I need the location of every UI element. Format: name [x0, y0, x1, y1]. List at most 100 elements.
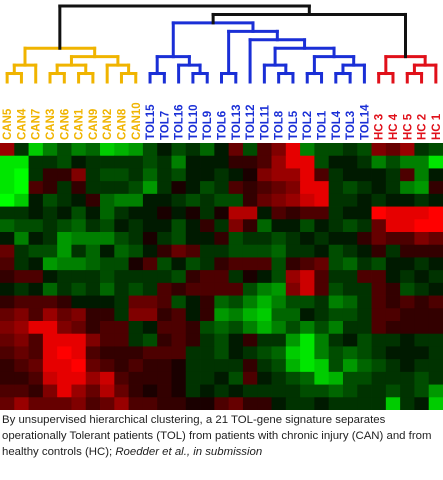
heatmap-cell — [428, 244, 443, 258]
heatmap-cell — [414, 155, 430, 169]
heatmap-cell — [428, 181, 443, 195]
heatmap-cell — [85, 333, 101, 347]
heatmap-cell — [257, 282, 272, 296]
heatmap-cell — [14, 359, 29, 373]
heatmap-cell — [300, 321, 315, 335]
sample-label: CAN10 — [131, 102, 143, 140]
heatmap-cell — [200, 321, 215, 335]
heatmap-cell — [328, 168, 344, 182]
heatmap-cell — [214, 282, 230, 296]
heatmap-cell — [100, 257, 115, 271]
heatmap-cell — [242, 270, 258, 284]
heatmap-cell — [228, 155, 244, 169]
heatmap-cell — [0, 206, 15, 220]
heatmap-cell — [285, 143, 301, 157]
heatmap-cell — [357, 308, 372, 322]
heatmap-cell — [371, 257, 387, 271]
heatmap-cell — [242, 371, 258, 385]
heatmap-cell — [257, 193, 272, 207]
heatmap-cell — [128, 193, 144, 207]
heatmap-cell — [385, 397, 401, 410]
heatmap-cell — [128, 143, 144, 157]
heatmap-cell — [271, 193, 287, 207]
heatmap-cell — [242, 397, 258, 410]
heatmap-cell — [357, 143, 372, 157]
heatmap-cell — [42, 282, 58, 296]
heatmap-cell — [14, 232, 29, 246]
heatmap-cell — [71, 282, 87, 296]
heatmap-cell — [71, 168, 87, 182]
heatmap-cell — [328, 206, 344, 220]
heatmap-cell — [14, 295, 29, 309]
heatmap-cell — [114, 193, 130, 207]
heatmap-cell — [328, 346, 344, 360]
heatmap-cell — [242, 257, 258, 271]
heatmap-cell — [428, 371, 443, 385]
heatmap-cell — [357, 346, 372, 360]
sample-label: TOL15 — [145, 104, 157, 140]
heatmap-cell — [185, 181, 201, 195]
heatmap-cell — [300, 397, 315, 410]
heatmap-cell — [0, 346, 15, 360]
heatmap-cell — [71, 193, 87, 207]
heatmap-cell — [71, 232, 87, 246]
heatmap-cell — [285, 384, 301, 398]
heatmap-cell — [128, 371, 144, 385]
heatmap-cell — [314, 397, 330, 410]
heatmap-cell — [428, 270, 443, 284]
heatmap-cell — [28, 282, 44, 296]
heatmap-cell — [85, 244, 101, 258]
heatmap-cell — [114, 244, 130, 258]
heatmap-cell — [14, 143, 29, 157]
heatmap-cell — [242, 384, 258, 398]
heatmap-cell — [85, 282, 101, 296]
heatmap-cell — [357, 168, 372, 182]
heatmap-cell — [200, 143, 215, 157]
heatmap-cell — [371, 384, 387, 398]
heatmap-cell — [142, 244, 158, 258]
sample-label: HC 4 — [388, 113, 400, 140]
heatmap-cell — [385, 206, 401, 220]
sample-dendrogram — [5, 4, 438, 84]
heatmap-cell — [342, 295, 358, 309]
heatmap-cell — [300, 384, 315, 398]
heatmap-cell — [257, 371, 272, 385]
heatmap-cell — [128, 282, 144, 296]
heatmap-cell — [400, 232, 415, 246]
heatmap-cell — [142, 359, 158, 373]
heatmap-cell — [71, 206, 87, 220]
sample-label: CAN7 — [31, 109, 43, 140]
heatmap-cell — [242, 155, 258, 169]
heatmap-cell — [114, 206, 130, 220]
heatmap-cell — [57, 168, 72, 182]
clustered-heatmap-figure: CAN5 CAN4 CAN7 CAN3 CAN6 CAN1 CAN9 CAN2 CAN8 CAN1… — [0, 4, 443, 410]
heatmap-cell — [300, 219, 315, 233]
heatmap-cell — [142, 206, 158, 220]
heatmap-cell — [428, 168, 443, 182]
heatmap-cell — [128, 359, 144, 373]
heatmap-cell — [328, 397, 344, 410]
heatmap-cell — [100, 371, 115, 385]
heatmap-cell — [300, 155, 315, 169]
heatmap-cell — [28, 308, 44, 322]
heatmap-cell — [42, 232, 58, 246]
heatmap-cell — [114, 143, 130, 157]
heatmap-cell — [228, 384, 244, 398]
heatmap-cell — [428, 384, 443, 398]
heatmap-cell — [171, 270, 187, 284]
heatmap-cell — [328, 359, 344, 373]
heatmap-cell — [228, 206, 244, 220]
heatmap-cell — [100, 308, 115, 322]
heatmap-cell — [200, 371, 215, 385]
heatmap-cell — [314, 359, 330, 373]
heatmap-cell — [300, 333, 315, 347]
heatmap-cell — [0, 193, 15, 207]
heatmap-cell — [0, 219, 15, 233]
heatmap-cell — [357, 155, 372, 169]
heatmap-cell — [42, 244, 58, 258]
heatmap-cell — [71, 143, 87, 157]
heatmap-cell — [300, 308, 315, 322]
heatmap-cell — [228, 232, 244, 246]
heatmap-cell — [85, 257, 101, 271]
heatmap-cell — [271, 282, 287, 296]
